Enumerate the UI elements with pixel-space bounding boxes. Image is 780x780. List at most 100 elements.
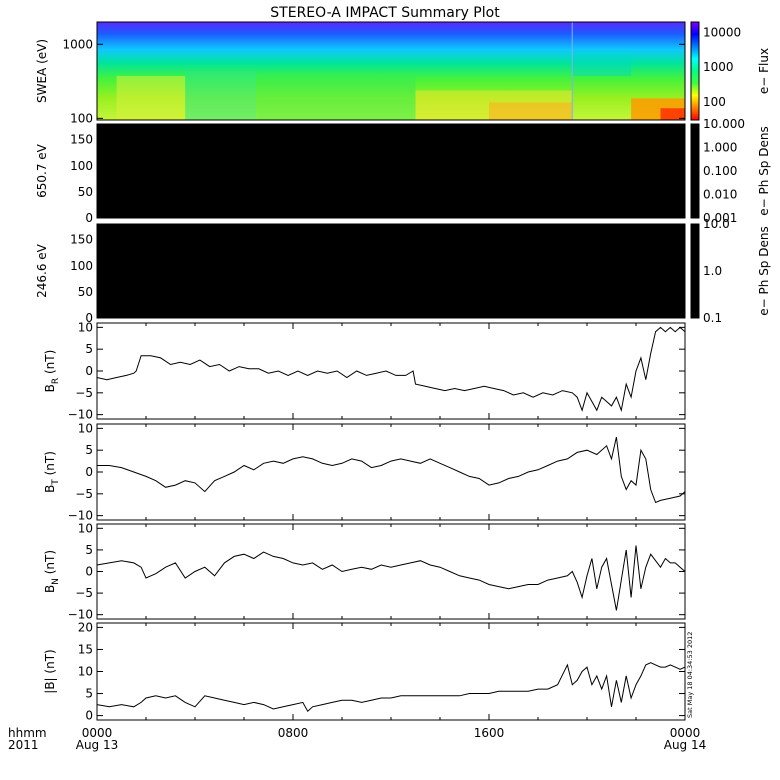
bn-ytick-label: −5 [75, 586, 93, 600]
bt-ytick-label: 10 [78, 421, 93, 435]
bt-series-line [97, 436, 686, 504]
swea-colorbar-label: e− Flux [757, 48, 771, 94]
pad246-colorbar [691, 224, 699, 318]
br-ylabel-main: B [43, 384, 57, 392]
swea-spectrogram-band [116, 75, 186, 120]
pad650-ytick-label: 150 [70, 133, 93, 147]
swea-colorbar [691, 22, 699, 120]
time-tick-date: Aug 14 [664, 738, 707, 752]
time-tick-label: 0000 [82, 726, 113, 740]
bmag-ytick-label: 20 [78, 620, 93, 634]
bmag-ytick-label: 15 [78, 642, 93, 656]
swea-spectrogram-band [660, 108, 685, 120]
bmag-series-line [96, 662, 686, 712]
bt-ylabel-unit: (nT) [43, 451, 57, 479]
pad246-ytick-label: 100 [70, 259, 93, 273]
bn-ylabel-unit: (nT) [43, 550, 57, 578]
bn-ytick-label: −10 [68, 608, 93, 622]
bmag-ylabel: |B| (nT) [43, 649, 57, 693]
bmag-ylabel-main: |B| [43, 677, 57, 693]
bmag-ylabel-unit: (nT) [43, 649, 57, 677]
pad246-colorbar-frame [690, 223, 700, 319]
br-ylabel: BR (nT) [43, 350, 61, 393]
pad246-colorbar-tick-label: 0.1 [703, 311, 722, 325]
pad650-spectrogram [97, 124, 685, 218]
time-tick-label: 1600 [474, 726, 505, 740]
br-ytick-label: 5 [85, 342, 93, 356]
br-ylabel-unit: (nT) [43, 350, 57, 378]
swea-spectrogram-band [489, 102, 573, 120]
swea-colorbar-tick-label: 1000 [703, 60, 734, 74]
bn-ylabel: BN (nT) [43, 550, 61, 593]
time-tick-label: 0000 [670, 726, 701, 740]
bt-ylabel: BT (nT) [43, 451, 61, 493]
bn-series-line [96, 545, 686, 611]
time-axis-label-year: 2011 [8, 738, 39, 752]
pad246-ytick-label: 150 [70, 233, 93, 247]
pad246-ylabel: 246.6 eV [35, 243, 49, 298]
swea-ylabel: SWEA (eV) [35, 39, 49, 103]
time-axis-label-hhmm: hhmm [8, 726, 47, 740]
swea-spectrogram-band [572, 51, 632, 76]
bn-ytick-label: 10 [78, 521, 93, 535]
pad650-ytick-label: 100 [70, 159, 93, 173]
br-ytick-label: −5 [75, 386, 93, 400]
pad650-ytick-label: 0 [85, 211, 93, 225]
pad650-colorbar-tick-label: 0.001 [703, 211, 737, 225]
bn-ytick-label: 5 [85, 543, 93, 557]
pad246-colorbar-tick-label: 1.0 [703, 264, 722, 278]
bt-ytick-label: −10 [68, 509, 93, 523]
br-ylabel-sub: R [51, 378, 61, 384]
br-frame [96, 322, 686, 420]
pad246-colorbar-label: e− Ph Sp Dens [757, 226, 771, 315]
time-tick-label: 0800 [278, 726, 309, 740]
pad650-ytick-label: 50 [78, 185, 93, 199]
bmag-frame [96, 622, 686, 721]
br-ytick-label: 0 [85, 364, 93, 378]
pad650-colorbar-tick-label: 0.010 [703, 188, 737, 202]
swea-spectrogram-band [256, 75, 416, 120]
bmag-ytick-label: 5 [85, 687, 93, 701]
swea-ytick-label: 100 [70, 111, 93, 125]
bt-ytick-label: 0 [85, 465, 93, 479]
bt-ytick-label: −5 [75, 487, 93, 501]
pad650-colorbar [691, 124, 699, 218]
pad246-ytick-label: 50 [78, 285, 93, 299]
pad650-colorbar-tick-label: 0.100 [703, 164, 737, 178]
pad650-colorbar-label: e− Ph Sp Dens [757, 126, 771, 215]
bt-ylabel-main: B [43, 485, 57, 493]
bmag-ytick-label: 10 [78, 665, 93, 679]
pad246-spectrogram [97, 224, 685, 318]
swea-colorbar-frame [690, 21, 700, 121]
pad246-ytick-label: 0 [85, 311, 93, 325]
bmag-ytick-label: 0 [85, 709, 93, 723]
pad246-colorbar-tick-label: 10.0 [703, 217, 730, 231]
figure-title: STEREO-A IMPACT Summary Plot [270, 5, 500, 21]
timestamp-label: Sat May 18 04:34:53 2012 [686, 632, 694, 718]
pad650-frame [96, 123, 686, 219]
swea-ytick-label: 1000 [62, 37, 93, 51]
pad246-frame [96, 223, 686, 319]
pad650-ylabel: 650.7 eV [35, 143, 49, 198]
swea-spectrogram-band [185, 71, 257, 120]
bn-ytick-label: 0 [85, 565, 93, 579]
pad650-colorbar-tick-label: 1.000 [703, 141, 737, 155]
bt-ylabel-sub: T [51, 479, 61, 486]
br-series-line [96, 326, 686, 413]
bn-ylabel-main: B [43, 585, 57, 593]
br-ytick-label: 10 [78, 320, 93, 334]
bt-frame [96, 423, 686, 521]
swea-frame [96, 21, 686, 121]
br-ytick-label: −10 [68, 408, 93, 422]
swea-colorbar-tick-label: 100 [703, 95, 726, 109]
bn-frame [96, 523, 686, 620]
time-tick-date: Aug 13 [76, 738, 119, 752]
pad650-colorbar-tick-label: 10.000 [703, 117, 745, 131]
swea-colorbar-tick-label: 10000 [703, 25, 741, 39]
bn-ylabel-sub: N [51, 578, 61, 585]
pad650-colorbar-frame [690, 123, 700, 219]
bt-ytick-label: 5 [85, 443, 93, 457]
